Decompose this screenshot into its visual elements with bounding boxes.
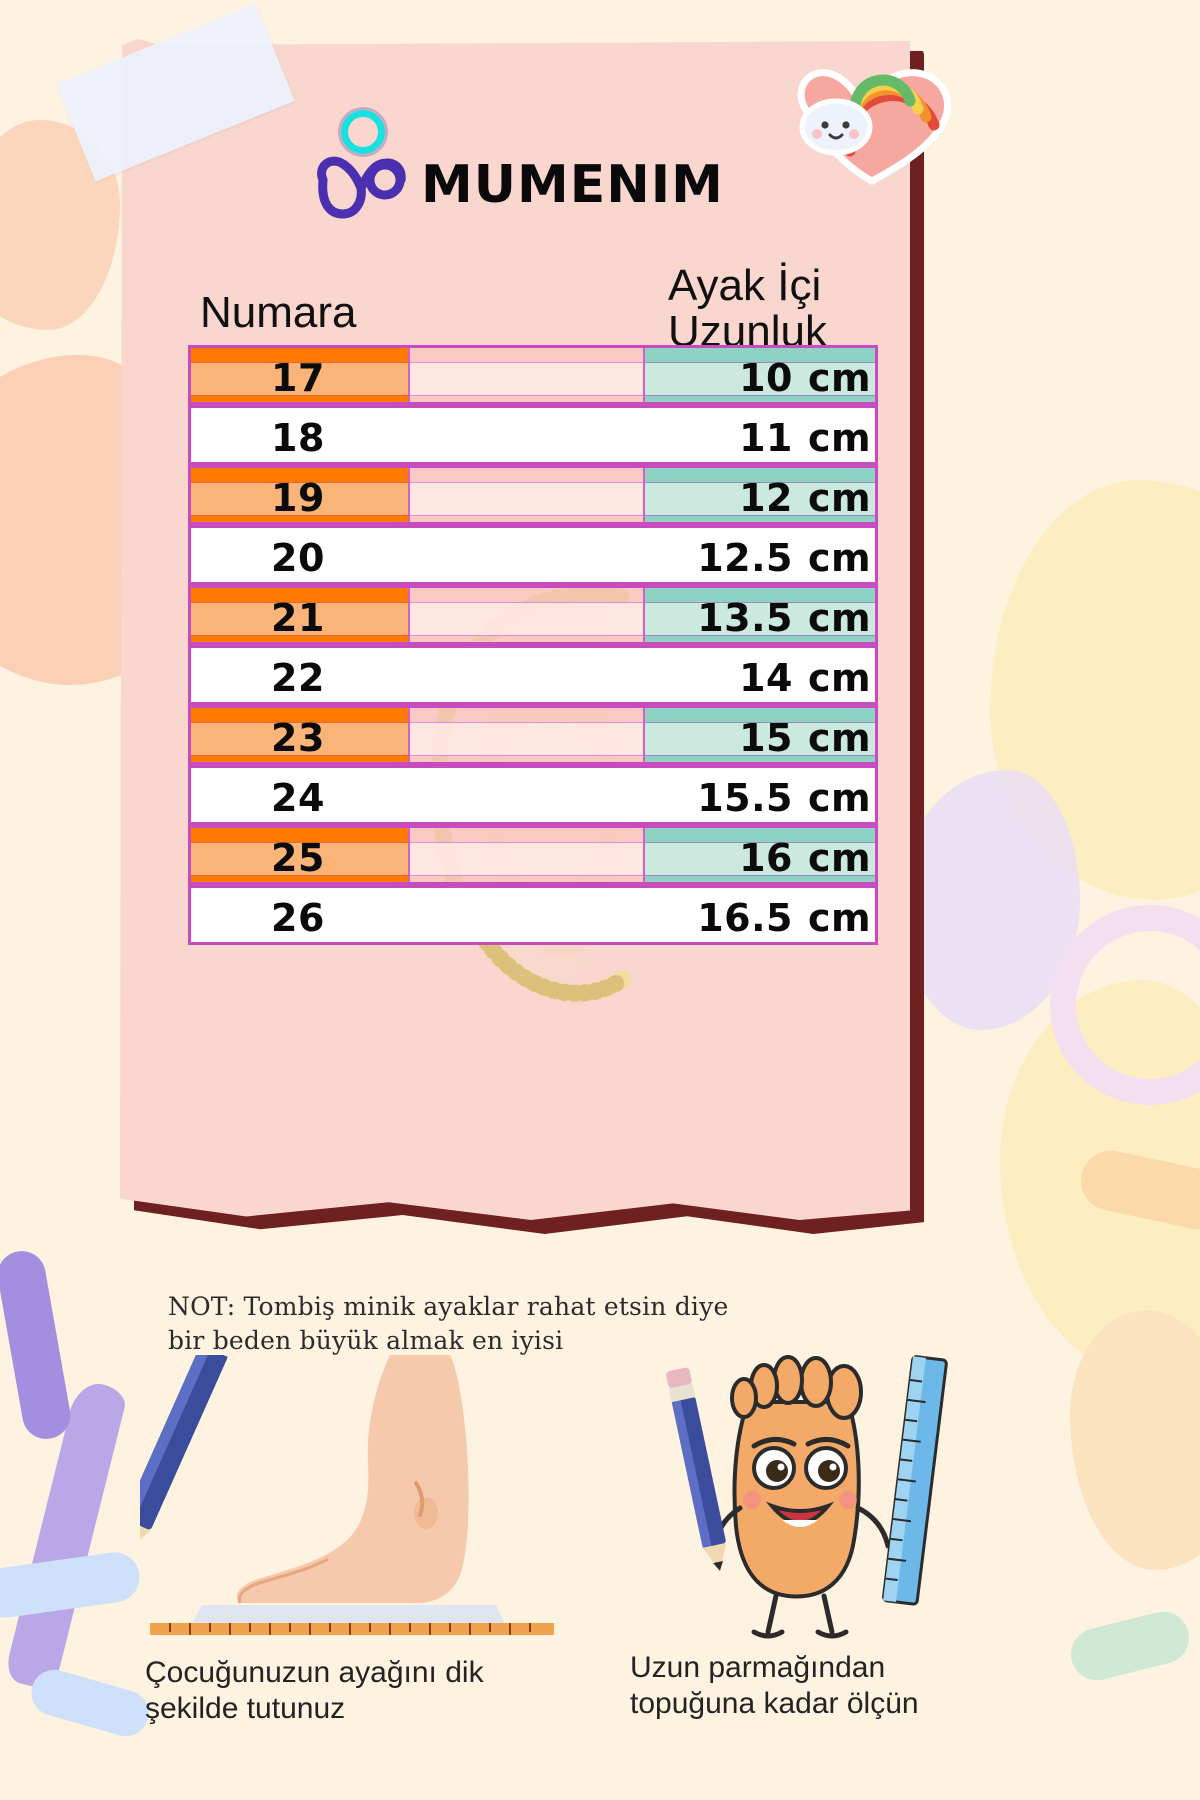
table-row: 23 15 cm — [188, 705, 878, 765]
background-squiggle-green — [1065, 1606, 1195, 1686]
numara-cell-bg — [188, 828, 408, 882]
table-row: 17 10 cm — [188, 345, 878, 405]
unit-label: cm — [808, 416, 872, 460]
instruction-left-line1: Çocuğunuzun ayağını dik — [145, 1656, 484, 1689]
spacer-cell-bg — [408, 408, 643, 462]
unit-label: cm — [808, 356, 872, 400]
logo-ring-icon — [341, 110, 385, 154]
numara-value: 18 — [271, 416, 325, 460]
table-row: 22 14 cm — [188, 645, 878, 705]
instruction-right-line2: topuğuna kadar ölçün — [630, 1687, 919, 1720]
numara-cell-bg — [188, 648, 408, 702]
unit-label: cm — [808, 776, 872, 820]
spacer-cell-bg — [408, 468, 643, 522]
note-line-1: NOT: Tombiş minik ayaklar rahat etsin di… — [168, 1292, 729, 1321]
unit-label: cm — [808, 656, 872, 700]
numara-value: 25 — [271, 836, 325, 880]
numara-cell-bg — [188, 408, 408, 462]
spacer-cell-bg — [408, 708, 643, 762]
table-row: 26 16.5 cm — [188, 885, 878, 945]
uzunluk-value: 16 — [739, 836, 793, 880]
uzunluk-value: 10 — [739, 356, 793, 400]
happy-foot-character-with-ruler-icon — [666, 1355, 948, 1639]
brand-name: MUMENIM — [421, 155, 724, 215]
background-blob-lilac-right — [900, 770, 1080, 1030]
logo-heart-shape-icon — [317, 156, 406, 219]
numara-value: 17 — [271, 356, 325, 400]
uzunluk-value: 11 — [739, 416, 793, 460]
numara-cell-bg — [188, 768, 408, 822]
numara-cell-bg — [188, 708, 408, 762]
foot-on-ruler-with-pencil-icon — [140, 1355, 554, 1635]
uzunluk-cell-bg — [643, 348, 878, 402]
mother-baby-logo-icon — [315, 110, 407, 225]
numara-cell-bg — [188, 348, 408, 402]
uzunluk-cell-bg — [643, 828, 878, 882]
size-chart-card: MUMENIM Numara Ayak İçi Uzunluk — [56, 3, 952, 1235]
note-line-2: bir beden büyük almak en iyisi — [168, 1325, 564, 1355]
background-squiggle-blue-2 — [25, 1664, 155, 1742]
uzunluk-cell-bg — [643, 408, 878, 462]
numara-value: 19 — [271, 476, 325, 520]
rainbow-cloud-heart-sticker-icon — [797, 69, 952, 185]
unit-label: cm — [808, 896, 872, 940]
spacer-cell-bg — [408, 888, 643, 942]
spacer-cell-bg — [408, 648, 643, 702]
uzunluk-value: 16.5 — [697, 896, 793, 940]
uzunluk-cell-bg — [643, 648, 878, 702]
table-row: 20 12.5 cm — [188, 525, 878, 585]
numara-value: 26 — [271, 896, 325, 940]
column-header-uzunluk-line1: Ayak İçi — [668, 261, 822, 310]
uzunluk-value: 12 — [739, 476, 793, 520]
column-header-uzunluk: Ayak İçi Uzunluk — [668, 261, 827, 355]
background-blob-orange-right — [1070, 1310, 1200, 1570]
uzunluk-cell-bg — [643, 768, 878, 822]
table-row: 25 16 cm — [188, 825, 878, 885]
instruction-left-caption: Çocuğunuzun ayağını dik şekilde tutunuz — [145, 1655, 585, 1727]
table-row: 21 13.5 cm — [188, 585, 878, 645]
table-row: 19 12 cm — [188, 465, 878, 525]
uzunluk-cell-bg — [643, 468, 878, 522]
uzunluk-value: 15.5 — [697, 776, 793, 820]
spacer-cell-bg — [408, 828, 643, 882]
spacer-cell-bg — [408, 348, 643, 402]
unit-label: cm — [808, 836, 872, 880]
unit-label: cm — [808, 536, 872, 580]
instruction-right-caption: Uzun parmağından topuğuna kadar ölçün — [630, 1650, 1030, 1722]
spacer-cell-bg — [408, 588, 643, 642]
numara-cell-bg — [188, 468, 408, 522]
numara-cell-bg — [188, 528, 408, 582]
unit-label: cm — [808, 716, 872, 760]
uzunluk-value: 13.5 — [697, 596, 793, 640]
brand-logo: MUMENIM — [315, 110, 724, 225]
instruction-right-line1: Uzun parmağından — [630, 1651, 886, 1684]
uzunluk-cell-bg — [643, 888, 878, 942]
numara-cell-bg — [188, 588, 408, 642]
instruction-left-line2: şekilde tutunuz — [145, 1692, 346, 1725]
note-text: NOT: Tombiş minik ayaklar rahat etsin di… — [168, 1290, 728, 1358]
numara-cell-bg — [188, 888, 408, 942]
numara-value: 23 — [271, 716, 325, 760]
table-row: 18 11 cm — [188, 405, 878, 465]
column-header-numara: Numara — [200, 288, 357, 337]
uzunluk-cell-bg — [643, 588, 878, 642]
numara-value: 20 — [271, 536, 325, 580]
uzunluk-cell-bg — [643, 528, 878, 582]
spacer-cell-bg — [408, 528, 643, 582]
unit-label: cm — [808, 476, 872, 520]
table-row: 24 15.5 cm — [188, 765, 878, 825]
numara-value: 21 — [271, 596, 325, 640]
numara-value: 24 — [271, 776, 325, 820]
uzunluk-cell-bg — [643, 708, 878, 762]
uzunluk-value: 14 — [739, 656, 793, 700]
unit-label: cm — [808, 596, 872, 640]
size-table: 17 10 cm 18 11 cm 19 12 cm 20 12.5 cm 21 13.5 cm 22 14 cm… — [188, 345, 878, 945]
spacer-cell-bg — [408, 768, 643, 822]
uzunluk-value: 12.5 — [697, 536, 793, 580]
uzunluk-value: 15 — [739, 716, 793, 760]
background-squiggle-purple-2 — [0, 1247, 75, 1443]
numara-value: 22 — [271, 656, 325, 700]
